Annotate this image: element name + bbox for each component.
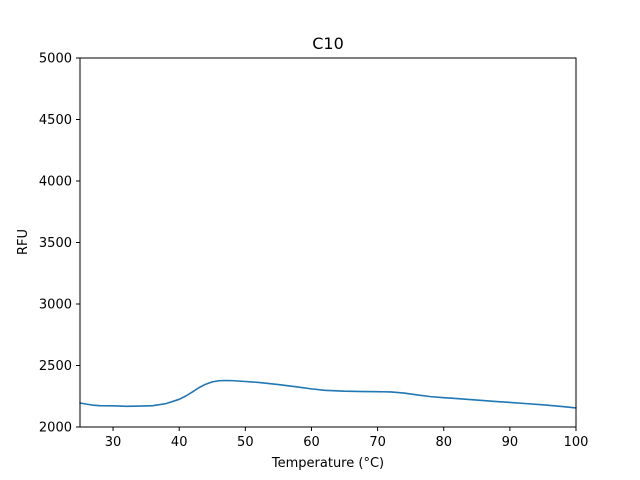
x-axis: 30 40 50 60 70 80 90 100 — [105, 427, 589, 450]
x-tick-label: 100 — [564, 435, 589, 450]
plot-frame — [79, 57, 577, 428]
x-tick-label: 80 — [435, 435, 452, 450]
plot-area — [79, 57, 577, 428]
x-tick-label: 60 — [303, 435, 320, 450]
y-tick-label: 2500 — [39, 359, 72, 374]
y-tick-label: 4500 — [39, 113, 72, 128]
x-axis-label: Temperature (°C) — [271, 456, 384, 471]
y-tick-label: 3500 — [39, 236, 72, 251]
y-tick-label: 4000 — [39, 175, 72, 190]
x-tick-label: 30 — [105, 435, 122, 450]
x-tick-label: 50 — [237, 435, 254, 450]
y-axis-label: RFU — [16, 229, 31, 255]
chart-title: C10 — [312, 34, 344, 53]
x-tick-label: 70 — [369, 435, 386, 450]
y-tick-label: 3000 — [39, 298, 72, 313]
y-tick-label: 5000 — [39, 52, 72, 67]
series-line-0 — [79, 379, 577, 409]
x-tick-label: 40 — [171, 435, 188, 450]
y-axis: 2000 2500 3000 3500 4000 4500 5000 — [39, 52, 80, 436]
x-tick-label: 90 — [502, 435, 519, 450]
y-tick-label: 2000 — [39, 421, 72, 436]
